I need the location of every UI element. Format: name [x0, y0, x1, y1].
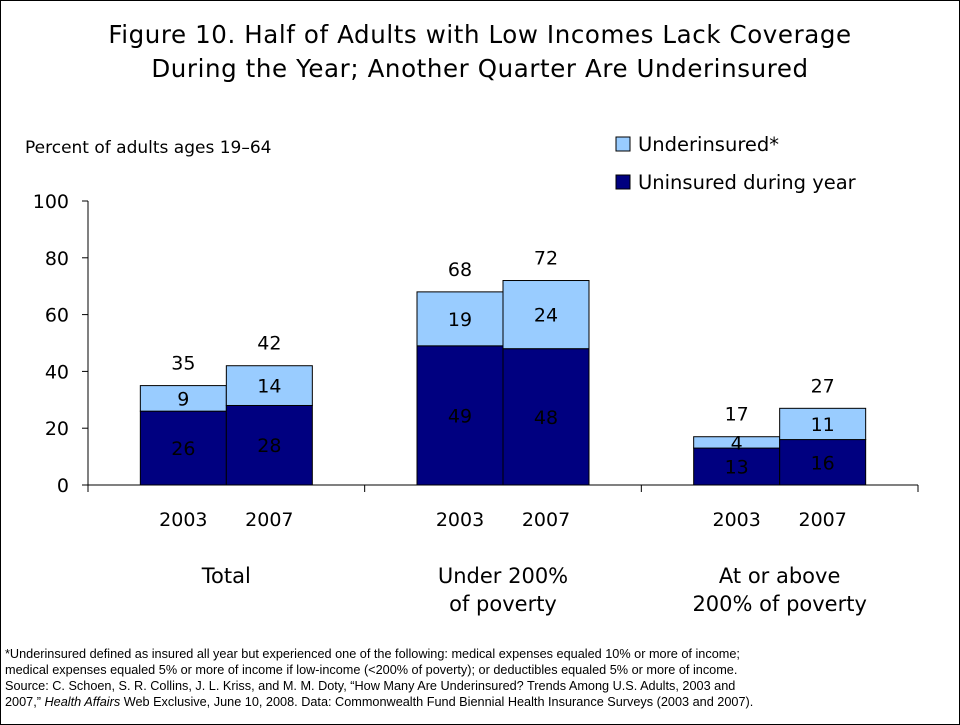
footnote-line-4-end: Web Exclusive, June 10, 2008. Data: Comm… [120, 695, 754, 709]
y-tick-label: 40 [45, 361, 69, 383]
chart-title: Figure 10. Half of Adults with Low Incom… [0, 18, 960, 86]
x-group-label: At or above [719, 564, 840, 588]
stacked-bar-chart: Percent of adults ages 19–64 0 20 40 60 80 100… [25, 133, 919, 616]
bar-value-label: 19 [448, 309, 472, 331]
chart-title-line-2: During the Year; Another Quarter Are Und… [151, 54, 809, 83]
bar-value-label: 4 [731, 432, 743, 454]
bar-segment [502, 348, 590, 486]
bar-segment [502, 280, 590, 350]
legend-swatch [615, 136, 631, 152]
x-tick-label: 2003 [159, 509, 207, 531]
bar-value-label: 9 [177, 388, 189, 410]
bar-segment [693, 447, 781, 486]
bar-value-label: 13 [725, 457, 749, 479]
x-group-label: of poverty [449, 592, 557, 616]
legend-swatch [615, 174, 631, 190]
bar-segment [779, 407, 867, 441]
bar-value-label: 49 [448, 405, 472, 427]
footnote-line-1: *Underinsured defined as insured all yea… [5, 647, 740, 661]
bar-total-label: 68 [448, 259, 472, 281]
x-tick-label: 2003 [436, 509, 484, 531]
x-tick-label: 2007 [798, 509, 846, 531]
bar-value-label: 16 [811, 452, 835, 474]
y-tick-label: 20 [45, 418, 69, 440]
bar-total-label: 35 [171, 353, 195, 375]
footnote-journal-name: Health Affairs [44, 695, 121, 709]
x-tick-label: 2007 [522, 509, 570, 531]
bar-value-label: 28 [257, 435, 281, 457]
footnote: *Underinsured defined as insured all yea… [5, 646, 957, 710]
x-tick-label: 2007 [245, 509, 293, 531]
y-axis-label: Percent of adults ages 19–64 [25, 138, 271, 158]
x-group-label: Total [201, 564, 251, 588]
y-tick-label: 100 [33, 191, 69, 213]
bar-value-label: 26 [171, 438, 195, 460]
legend-label: Uninsured during year [638, 171, 857, 194]
legend-label: Underinsured* [638, 133, 779, 156]
y-tick-label: 0 [57, 475, 69, 497]
footnote-line-4: 2007,” Health Affairs Web Exclusive, Jun… [5, 694, 957, 710]
x-tick-label: 2003 [712, 509, 760, 531]
bar-segment [416, 345, 504, 486]
bar-total-label: 17 [725, 404, 749, 426]
x-group-label: Under 200% [438, 564, 568, 588]
bar-total-label: 42 [257, 333, 281, 355]
bar-segment [225, 404, 313, 486]
bar-value-label: 48 [534, 407, 558, 429]
bar-total-label: 72 [534, 248, 558, 270]
bar-value-label: 24 [534, 305, 558, 327]
footnote-line-2: medical expenses equaled 5% or more of i… [5, 663, 738, 677]
bar-segment [225, 365, 313, 406]
y-tick-label: 60 [45, 305, 69, 327]
footnote-line-3: Source: C. Schoen, S. R. Collins, J. L. … [5, 679, 736, 693]
bar-segment [779, 439, 867, 486]
y-tick-label: 80 [45, 248, 69, 270]
bar-value-label: 14 [257, 376, 281, 398]
chart-title-line-1: Figure 10. Half of Adults with Low Incom… [108, 20, 852, 49]
footnote-line-4-start: 2007,” [5, 695, 45, 709]
bar-value-label: 11 [811, 414, 835, 436]
x-group-label: 200% of poverty [692, 592, 866, 616]
bar-total-label: 27 [811, 375, 835, 397]
